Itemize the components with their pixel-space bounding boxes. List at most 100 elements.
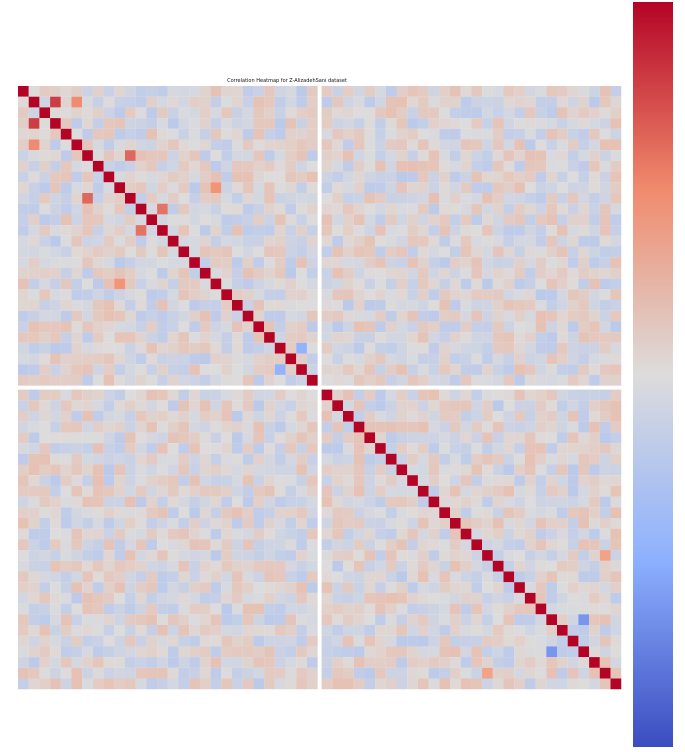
heatmap-cell: [610, 214, 622, 226]
heatmap-cell: [232, 300, 243, 311]
heatmap-cell: [439, 582, 451, 593]
heatmap-cell: [396, 667, 408, 679]
heatmap-cell: [385, 400, 397, 412]
heatmap-cell: [157, 107, 168, 119]
heatmap-cell: [321, 96, 333, 108]
heatmap-cell: [264, 614, 275, 626]
heatmap-cell: [535, 107, 547, 119]
heatmap-cell: [482, 539, 493, 551]
heatmap-cell: [50, 246, 61, 258]
heatmap-cell: [167, 464, 179, 476]
heatmap-cell: [114, 528, 126, 540]
heatmap-cell: [546, 443, 558, 454]
heatmap-cell: [50, 646, 61, 658]
heatmap-cell: [306, 518, 318, 529]
heatmap-cell: [482, 225, 493, 236]
heatmap-cell: [50, 310, 61, 322]
heatmap-cell: [103, 118, 115, 129]
heatmap-cell: [557, 225, 568, 236]
heatmap-cell: [92, 310, 104, 322]
heatmap-cell: [492, 592, 504, 604]
heatmap-cell: [178, 107, 190, 119]
heatmap-cell: [599, 518, 611, 529]
heatmap-cell: [199, 667, 211, 679]
heatmap-cell: [524, 203, 536, 215]
heatmap-cell: [50, 528, 61, 540]
heatmap-cell: [503, 421, 515, 433]
heatmap-cell: [514, 400, 525, 412]
heatmap-cell: [28, 118, 40, 129]
heatmap-cell: [471, 225, 483, 236]
heatmap-cell: [28, 86, 40, 97]
heatmap-cell: [524, 353, 536, 365]
heatmap-cell: [114, 225, 126, 236]
heatmap-cell: [471, 278, 483, 290]
heatmap-cell: [264, 139, 275, 151]
heatmap-cell: [253, 289, 265, 301]
heatmap-cell: [232, 160, 243, 172]
heatmap-cell: [28, 411, 40, 422]
heatmap-cell: [353, 139, 365, 151]
heatmap-cell: [50, 182, 61, 194]
heatmap-cell: [599, 96, 611, 108]
heatmap-cell: [18, 592, 29, 604]
heatmap-cell: [39, 310, 51, 322]
heatmap-cell: [407, 321, 418, 333]
heatmap-cell: [82, 150, 93, 161]
heatmap-cell: [546, 203, 558, 215]
heatmap-cell: [274, 364, 286, 375]
heatmap-cell: [492, 400, 504, 412]
heatmap-cell: [353, 432, 365, 444]
heatmap-cell: [428, 453, 440, 465]
heatmap-cell: [332, 518, 344, 529]
heatmap-cell: [514, 635, 525, 647]
heatmap-cell: [306, 139, 318, 151]
heatmap-cell: [50, 421, 61, 433]
heatmap-cell: [503, 86, 515, 97]
heatmap-cell: [296, 667, 307, 679]
heatmap-cell: [253, 353, 265, 365]
heatmap-cell: [396, 603, 408, 615]
heatmap-cell: [589, 128, 600, 140]
heatmap-cell: [274, 528, 286, 540]
heatmap-cell: [460, 235, 472, 247]
heatmap-cell: [332, 646, 344, 658]
heatmap-cell: [264, 464, 275, 476]
heatmap-cell: [253, 150, 265, 161]
heatmap-cell: [264, 321, 275, 333]
heatmap-cell: [343, 203, 354, 215]
heatmap-cell: [364, 411, 376, 422]
heatmap-cell: [375, 528, 386, 540]
heatmap-cell: [514, 332, 525, 343]
heatmap-cell: [296, 443, 307, 454]
heatmap-cell: [210, 246, 222, 258]
heatmap-cell: [332, 421, 344, 433]
heatmap-cell: [503, 107, 515, 119]
heatmap-cell: [146, 289, 158, 301]
heatmap-cell: [28, 507, 40, 519]
heatmap-cell: [375, 657, 386, 668]
heatmap-cell: [599, 678, 611, 690]
heatmap-cell: [610, 300, 622, 311]
heatmap-cell: [450, 507, 461, 519]
heatmap-cell: [167, 364, 179, 375]
heatmap-cell: [114, 300, 126, 311]
heatmap-cell: [60, 289, 72, 301]
heatmap-cell: [471, 560, 483, 572]
heatmap-cell: [178, 560, 190, 572]
heatmap-cell: [439, 667, 451, 679]
heatmap-cell: [232, 118, 243, 129]
heatmap-cell: [306, 374, 318, 386]
heatmap-cell: [146, 667, 158, 679]
heatmap-cell: [492, 550, 504, 561]
heatmap-cell: [189, 321, 200, 333]
heatmap-cell: [114, 332, 126, 343]
heatmap-cell: [353, 118, 365, 129]
heatmap-cell: [482, 475, 493, 486]
heatmap-cell: [167, 182, 179, 194]
heatmap-cell: [364, 257, 376, 268]
heatmap-cell: [18, 289, 29, 301]
heatmap-cell: [610, 550, 622, 561]
heatmap-cell: [178, 453, 190, 465]
heatmap-cell: [157, 496, 168, 508]
